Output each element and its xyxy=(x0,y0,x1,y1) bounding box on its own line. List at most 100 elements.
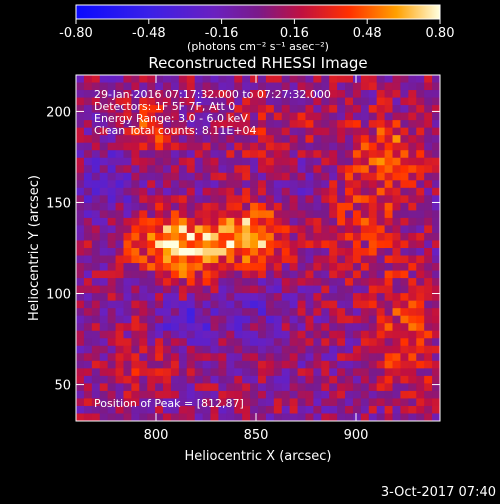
heatmap-cell xyxy=(416,225,425,234)
heatmap-cell xyxy=(313,270,322,279)
heatmap-cell xyxy=(76,82,85,91)
heatmap-cell xyxy=(313,315,322,324)
heatmap-cell xyxy=(329,323,338,332)
heatmap-cell xyxy=(265,202,275,211)
heatmap-cell xyxy=(83,330,93,339)
heatmap-cell xyxy=(273,157,283,166)
heatmap-cell xyxy=(408,390,417,399)
heatmap-cell xyxy=(91,187,101,196)
heatmap-cell xyxy=(139,90,148,99)
heatmap-cell xyxy=(178,383,188,392)
heatmap-cell xyxy=(147,75,156,84)
heatmap-cell xyxy=(258,323,267,332)
heatmap-cell xyxy=(273,142,283,151)
heatmap-cell xyxy=(345,240,354,249)
heatmap-cell xyxy=(139,248,148,257)
heatmap-cell xyxy=(400,300,409,309)
heatmap-cell xyxy=(360,150,370,159)
heatmap-cell xyxy=(400,187,409,196)
heatmap-cell xyxy=(131,405,140,414)
heatmap-cell xyxy=(76,413,85,422)
heatmap-cell xyxy=(258,225,267,234)
heatmap-cell xyxy=(250,353,259,362)
heatmap-cell xyxy=(321,383,330,392)
heatmap-cell xyxy=(345,248,354,257)
heatmap-cell xyxy=(226,413,235,422)
heatmap-cell xyxy=(107,300,117,309)
heatmap-cell xyxy=(392,270,401,279)
heatmap-cell xyxy=(376,383,386,392)
heatmap-cell xyxy=(360,187,370,196)
heatmap-cell xyxy=(155,398,164,407)
heatmap-cell xyxy=(337,338,346,347)
heatmap-cell xyxy=(360,383,370,392)
heatmap-cell xyxy=(186,330,196,339)
heatmap-cell xyxy=(273,225,283,234)
heatmap-cell xyxy=(218,75,227,84)
heatmap-cell xyxy=(202,187,212,196)
heatmap-cell xyxy=(186,413,196,422)
heatmap-cell xyxy=(432,285,441,294)
heatmap-cell xyxy=(400,330,409,339)
heatmap-cell xyxy=(107,232,117,241)
heatmap-cell xyxy=(115,308,124,317)
heatmap-cell xyxy=(265,135,275,144)
heatmap-cell xyxy=(163,217,172,226)
heatmap-cell xyxy=(337,383,346,392)
heatmap-cell xyxy=(305,390,314,399)
heatmap-cell xyxy=(186,172,196,181)
heatmap-cell xyxy=(147,165,156,174)
heatmap-cell xyxy=(226,375,235,384)
heatmap-cell xyxy=(139,157,148,166)
heatmap-cell xyxy=(202,270,212,279)
heatmap-cell xyxy=(202,127,212,136)
heatmap-cell xyxy=(234,308,243,317)
heatmap-cell xyxy=(131,338,140,347)
heatmap-cell xyxy=(186,180,196,189)
heatmap-cell xyxy=(210,263,219,272)
heatmap-cell xyxy=(170,263,180,272)
heatmap-cell xyxy=(234,172,243,181)
heatmap-cell xyxy=(123,90,132,99)
heatmap-cell xyxy=(384,225,394,234)
heatmap-cell xyxy=(384,338,394,347)
heatmap-cell xyxy=(400,180,409,189)
heatmap-cell xyxy=(242,225,251,234)
heatmap-cell xyxy=(123,405,132,414)
heatmap-cell xyxy=(376,330,386,339)
heatmap-cell xyxy=(115,217,124,226)
x-tick-label: 800 xyxy=(144,428,169,443)
heatmap-cell xyxy=(234,195,243,204)
heatmap-cell xyxy=(416,390,425,399)
heatmap-cell xyxy=(155,323,164,332)
heatmap-cell xyxy=(194,263,204,272)
heatmap-cell xyxy=(76,225,85,234)
heatmap-cell xyxy=(234,255,243,264)
heatmap-cell xyxy=(329,390,338,399)
heatmap-cell xyxy=(226,323,235,332)
heatmap-cell xyxy=(265,338,275,347)
heatmap-cell xyxy=(400,142,409,151)
heatmap-cell xyxy=(242,323,251,332)
heatmap-cell xyxy=(432,345,441,354)
heatmap-cell xyxy=(83,240,93,249)
heatmap-cell xyxy=(392,285,401,294)
heatmap-cell xyxy=(281,195,291,204)
heatmap-cell xyxy=(115,157,124,166)
heatmap-cell xyxy=(99,105,109,114)
heatmap-cell xyxy=(265,97,275,106)
heatmap-cell xyxy=(170,112,180,121)
heatmap-cell xyxy=(226,368,235,377)
heatmap-cell xyxy=(384,150,394,159)
heatmap-cell xyxy=(170,338,180,347)
heatmap-cell xyxy=(178,202,188,211)
heatmap-cell xyxy=(170,413,180,422)
heatmap-cell xyxy=(99,323,109,332)
heatmap-cell xyxy=(123,157,132,166)
heatmap-cell xyxy=(115,172,124,181)
heatmap-cell xyxy=(194,97,204,106)
heatmap-cell xyxy=(258,293,267,302)
heatmap-cell xyxy=(210,142,219,151)
heatmap-cell xyxy=(170,195,180,204)
heatmap-cell xyxy=(194,217,204,226)
